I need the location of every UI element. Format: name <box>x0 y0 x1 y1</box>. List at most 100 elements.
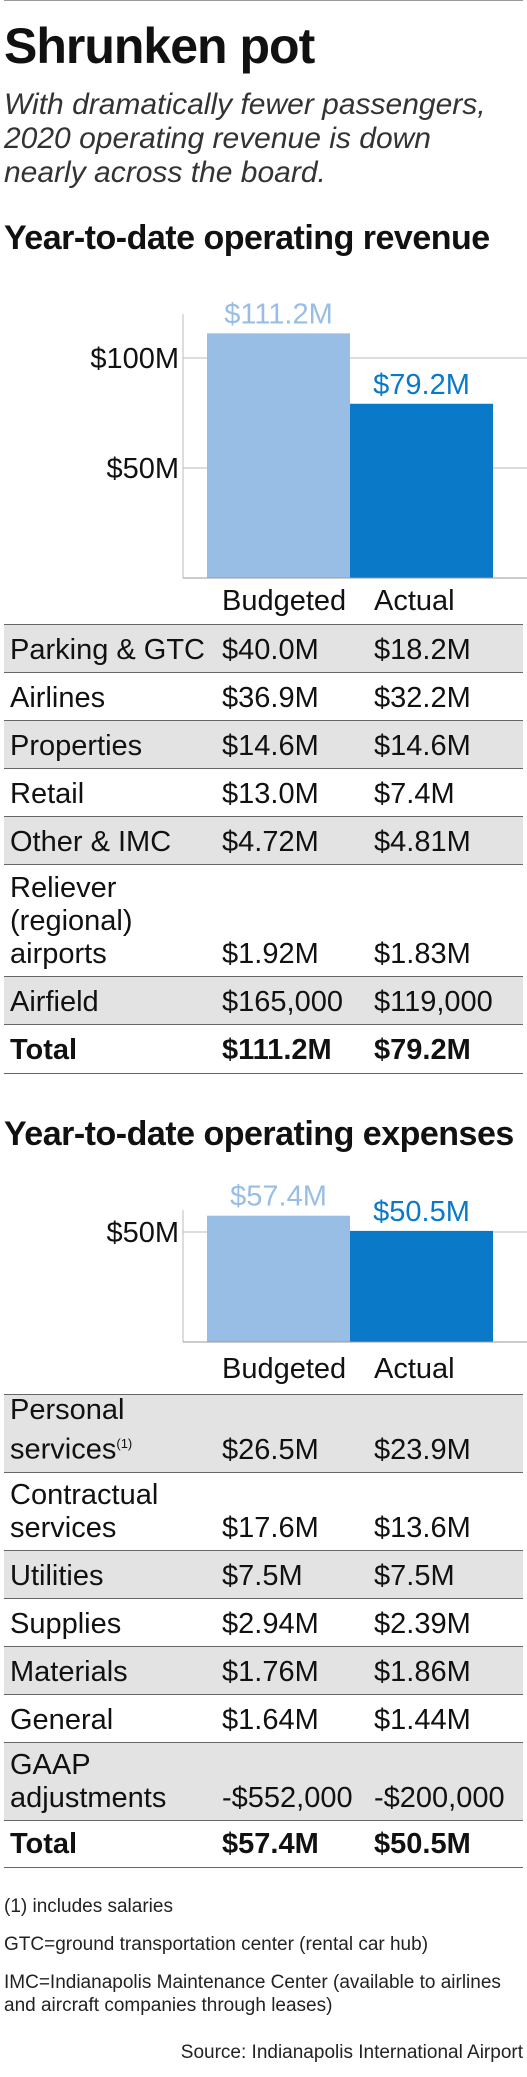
revenue-table-row-actual: $1.83M <box>374 938 471 970</box>
expenses-table-row-label-text: General <box>10 1704 114 1736</box>
revenue-table-row-actual: $32.2M <box>374 682 471 714</box>
expenses-table-row-actual: $1.44M <box>374 1704 471 1736</box>
revenue-table-row-label-text: Airlines <box>10 682 106 714</box>
revenue-table-row-actual: $119,000 <box>374 986 493 1018</box>
expenses-table-row-label-text: Utilities <box>10 1560 104 1592</box>
revenue-table-row-budgeted: $14.6M <box>222 730 319 762</box>
expenses-table-row-label: GAAP adjustments <box>10 1749 220 1815</box>
revenue-table-row-label-text: Airfield <box>10 986 99 1018</box>
expenses-table-row-label-text: Supplies <box>10 1608 122 1640</box>
expenses-table-footnote-marker: (1) <box>116 1436 133 1452</box>
footnote-gtc: GTC=ground transportation center (rental… <box>4 1934 429 1955</box>
expenses-table-row-label: General <box>10 1704 220 1737</box>
expenses-col-budgeted: Budgeted <box>222 1353 347 1385</box>
expenses-table-row: Contractual services $17.6M $13.6M <box>4 1472 523 1551</box>
revenue-table-row-label: Reliever (regional) airports <box>10 872 220 971</box>
revenue-table-row-budgeted: $40.0M <box>222 634 319 666</box>
page-title: Shrunken pot <box>4 18 315 74</box>
expenses-table-row-actual: -$200,000 <box>374 1782 505 1814</box>
expenses-table-row-budgeted: $57.4M <box>222 1828 319 1860</box>
revenue-table-row-label-text: Parking & GTC <box>10 634 205 666</box>
expenses-chart-bar-budgeted <box>207 1215 350 1342</box>
expenses-table-row-actual: $2.39M <box>374 1608 471 1640</box>
revenue-table-row-label-text: Retail <box>10 778 85 810</box>
expenses-table-row-actual: $1.86M <box>374 1656 471 1688</box>
revenue-table-row-label-text: Other & IMC <box>10 826 172 858</box>
expenses-table: Budgeted Actual Personal services(1) $26.… <box>4 1346 523 1868</box>
expenses-table-row-label: Materials <box>10 1656 220 1689</box>
revenue-table-row-label: Properties <box>10 730 220 763</box>
revenue-table-row-budgeted: $165,000 <box>222 986 343 1018</box>
revenue-table-row-total: Total $111.2M $79.2M <box>4 1024 523 1074</box>
revenue-col-actual: Actual <box>374 585 455 617</box>
expenses-table-row-actual: $50.5M <box>374 1828 471 1860</box>
expenses-table-row-actual: $7.5M <box>374 1560 455 1592</box>
top-rule <box>4 0 523 1</box>
expenses-table-row-label: Total <box>10 1828 220 1861</box>
revenue-table-row-actual: $7.4M <box>374 778 455 810</box>
revenue-table-row: Parking & GTC $40.0M $18.2M <box>4 624 523 673</box>
revenue-table-row-actual: $79.2M <box>374 1034 471 1066</box>
revenue-table-row-budgeted: $13.0M <box>222 778 319 810</box>
revenue-table-row-label: Retail <box>10 778 220 811</box>
revenue-table-row-label: Parking & GTC <box>10 634 220 667</box>
revenue-table-row-budgeted: $1.92M <box>222 938 319 970</box>
revenue-table-row-budgeted: $4.72M <box>222 826 319 858</box>
expenses-table-row: General $1.64M $1.44M <box>4 1694 523 1743</box>
revenue-table-row-actual: $14.6M <box>374 730 471 762</box>
revenue-table-row-actual: $4.81M <box>374 826 471 858</box>
expenses-table-row-budgeted: $2.94M <box>222 1608 319 1640</box>
expenses-table-row: Utilities $7.5M $7.5M <box>4 1550 523 1599</box>
revenue-table-row-label: Airlines <box>10 682 220 715</box>
revenue-table-row-budgeted: $36.9M <box>222 682 319 714</box>
expenses-table-row-actual: $23.9M <box>374 1434 471 1466</box>
revenue-chart-ytick-label: $100M <box>90 343 179 375</box>
expenses-table-row-budgeted: $26.5M <box>222 1434 319 1466</box>
expenses-chart-ytick-label: $50M <box>106 1217 179 1249</box>
expenses-chart-value-label: $50.5M <box>373 1196 470 1228</box>
expenses-table-row-budgeted: -$552,000 <box>222 1782 353 1814</box>
revenue-table-row-label: Other & IMC <box>10 826 220 859</box>
expenses-bar-chart: $50M $57.4M $50.5M <box>106 1181 527 1343</box>
expenses-table-row-budgeted: $1.76M <box>222 1656 319 1688</box>
expenses-table-row: Supplies $2.94M $2.39M <box>4 1598 523 1647</box>
subtitle: With dramatically fewer passengers, 2020… <box>4 88 486 189</box>
revenue-chart-value-label: $79.2M <box>373 369 470 401</box>
footnote-imc: IMC=Indianapolis Maintenance Center (ava… <box>4 1972 501 2016</box>
revenue-table-row: Reliever (regional) airports $1.92M $1.83M <box>4 864 523 977</box>
source-credit: Source: Indianapolis International Airpo… <box>180 2042 523 2063</box>
revenue-table-row: Other & IMC $4.72M $4.81M <box>4 816 523 865</box>
expenses-chart-bar-actual <box>350 1230 493 1342</box>
expenses-table-row-label-text: Contractual services <box>10 1479 159 1544</box>
expenses-table-row-budgeted: $1.64M <box>222 1704 319 1736</box>
expenses-table-row: Personal services(1) $26.5M $23.9M <box>4 1394 523 1473</box>
revenue-chart-value-label: $111.2M <box>224 298 333 330</box>
revenue-heading: Year-to-date operating revenue <box>4 219 490 257</box>
revenue-table-row: Airlines $36.9M $32.2M <box>4 672 523 721</box>
revenue-chart-bar-budgeted <box>207 333 350 578</box>
expenses-table-row-label: Personal services(1) <box>10 1394 220 1467</box>
footnote-salaries: (1) includes salaries <box>4 1896 173 1917</box>
revenue-table-row-label: Airfield <box>10 986 220 1019</box>
revenue-chart-bar-actual <box>350 403 493 578</box>
expenses-table-row-label-text: Total <box>10 1828 78 1860</box>
expenses-table-row-budgeted: $7.5M <box>222 1560 303 1592</box>
revenue-table-row-budgeted: $111.2M <box>222 1034 332 1066</box>
expenses-table-row-label: Contractual services <box>10 1479 220 1545</box>
expenses-table-row-actual: $13.6M <box>374 1512 471 1544</box>
revenue-col-budgeted: Budgeted <box>222 585 347 617</box>
expenses-col-actual: Actual <box>374 1353 455 1385</box>
revenue-bar-chart: $50M $100M $111.2M $79.2M <box>90 298 527 579</box>
expenses-heading: Year-to-date operating expenses <box>4 1115 514 1153</box>
revenue-table-row: Retail $13.0M $7.4M <box>4 768 523 817</box>
expenses-table-row: GAAP adjustments -$552,000 -$200,000 <box>4 1742 523 1821</box>
revenue-table-row-label-text: Reliever (regional) airports <box>10 872 133 970</box>
expenses-table-row-label: Supplies <box>10 1608 220 1641</box>
expenses-table-row-label-text: Personal services <box>10 1394 125 1466</box>
revenue-chart-ytick-label: $50M <box>106 453 179 485</box>
expenses-chart-value-label: $57.4M <box>230 1181 327 1213</box>
revenue-table-row: Properties $14.6M $14.6M <box>4 720 523 769</box>
expenses-table-row-budgeted: $17.6M <box>222 1512 319 1544</box>
revenue-table: Budgeted Actual Parking & GTC $40.0M $18.2… <box>4 580 523 1080</box>
revenue-table-row-label: Total <box>10 1034 220 1067</box>
